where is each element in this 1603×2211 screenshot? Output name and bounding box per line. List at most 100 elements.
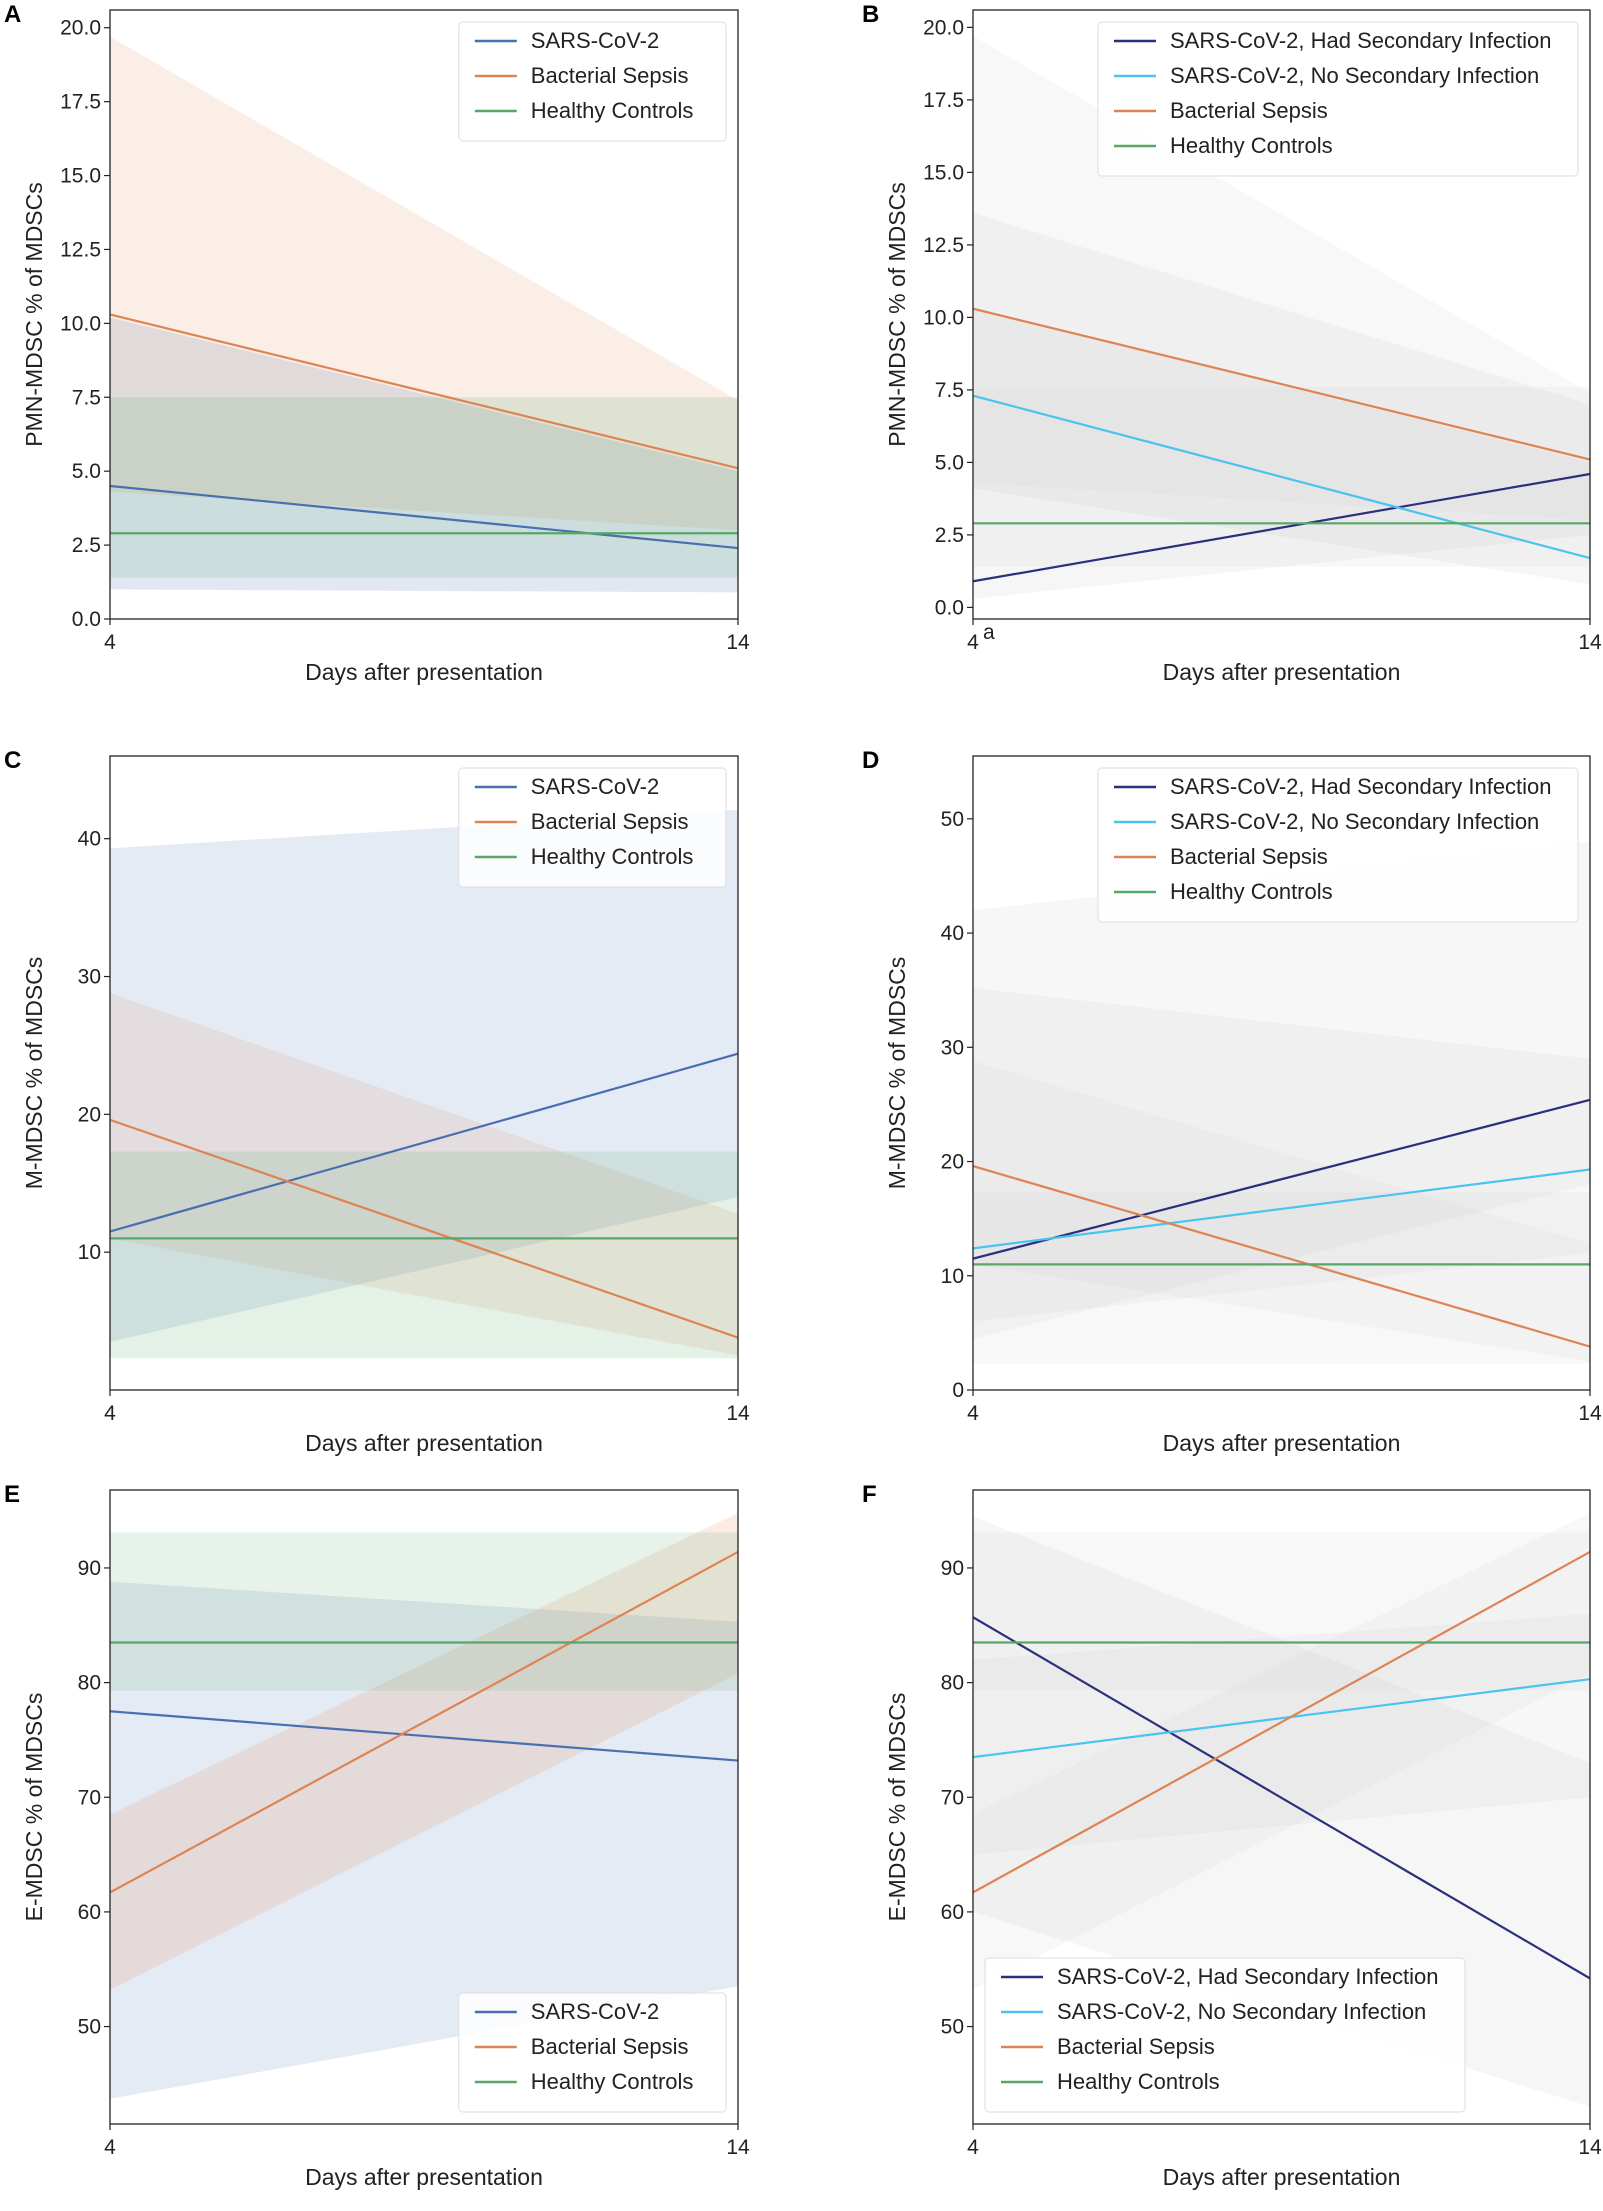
series-line-2 [110, 1550, 738, 1894]
x-tick-label: 4 [104, 1402, 116, 1425]
y-tick-label: 15.0 [60, 165, 101, 188]
y-tick-label: 10.0 [923, 306, 964, 329]
x-tick-label: 14 [726, 1402, 750, 1425]
legend-label: Healthy Controls [1057, 2069, 1220, 2094]
confidence-band-2 [973, 308, 1590, 585]
y-axis-title: E-MDSC % of MDSCs [21, 1693, 47, 1922]
plot-area [110, 809, 738, 1359]
legend-box [1097, 21, 1579, 177]
x-tick-label: 4 [967, 631, 979, 654]
y-tick-label: 20.0 [923, 16, 964, 39]
y-axis-title: M-MDSC % of MDSCs [21, 957, 47, 1190]
legend-label: SARS-CoV-2 [531, 28, 659, 53]
plot-frame [972, 9, 1591, 620]
y-axis-title: PMN-MDSC % of MDSCs [884, 182, 910, 447]
legend: SARS-CoV-2, Had Secondary Infection SARS-… [984, 1957, 1466, 2113]
panel-letter: E [4, 1481, 20, 1508]
legend-box [984, 1957, 1466, 2113]
panel-letter: C [4, 747, 21, 774]
y-tick-label: 7.5 [935, 379, 964, 402]
legend-label: SARS-CoV-2, Had Secondary Infection [1057, 1964, 1439, 1989]
legend-label: SARS-CoV-2 [531, 774, 659, 799]
confidence-band-3 [110, 1532, 738, 1691]
series-line-1 [973, 472, 1590, 583]
y-tick-label: 70 [941, 1786, 964, 1809]
legend-label: SARS-CoV-2, No Secondary Infection [1170, 63, 1539, 88]
y-tick-label: 10 [941, 1265, 964, 1288]
legend-label: SARS-CoV-2, Had Secondary Infection [1170, 774, 1552, 799]
x-tick-label: 14 [1578, 1402, 1602, 1425]
x-axis-title: Days after presentation [305, 659, 543, 685]
y-tick-label: 12.5 [923, 234, 964, 257]
legend: SARS-CoV-2, Had Secondary Infection SARS-… [1097, 767, 1579, 923]
y-tick-label: 20 [941, 1151, 964, 1174]
panel-a: A 0.0 2.5 5.0 7.5 10.0 12.5 15.0 17.5 20.0 4 14 Days… [4, 1, 750, 685]
legend-label: Bacterial Sepsis [1170, 844, 1328, 869]
confidence-band-2 [973, 1613, 1590, 1855]
panel-letter: D [862, 747, 879, 774]
y-tick-label: 40 [941, 922, 964, 945]
panel-c: C 10 20 30 40 4 14 Days after presentation M-MDS… [4, 747, 750, 1456]
y-tick-label: 17.5 [923, 89, 964, 112]
legend-label: SARS-CoV-2, No Secondary Infection [1057, 1999, 1426, 2024]
confidence-band-1 [973, 213, 1590, 599]
panel-letter: A [4, 1, 21, 28]
series-line-3 [973, 1550, 1590, 1894]
confidence-band-4 [973, 1532, 1590, 1691]
confidence-band-1 [110, 809, 738, 1342]
y-axis-title: PMN-MDSC % of MDSCs [21, 182, 47, 447]
confidence-band-2 [110, 993, 738, 1356]
y-tick-label: 40 [78, 828, 101, 851]
x-tick-label: 4 [967, 1402, 979, 1425]
confidence-band-1 [973, 841, 1590, 1339]
series-line-3 [973, 1165, 1590, 1348]
legend-label: Bacterial Sepsis [1170, 98, 1328, 123]
y-tick-label: 2.5 [935, 524, 964, 547]
y-tick-label: 50 [78, 2016, 101, 2039]
panel-f: F 50 60 70 80 90 4 14 Days after presentation E-M… [862, 1481, 1602, 2190]
plot-frame [109, 9, 739, 620]
y-tick-label: 2.5 [72, 534, 101, 557]
y-tick-label: 80 [78, 1672, 101, 1695]
series-line-1 [973, 1098, 1590, 1260]
y-tick-label: 0.0 [935, 596, 964, 619]
confidence-band-3 [973, 1512, 1590, 1990]
y-tick-label: 30 [941, 1036, 964, 1059]
legend: SARS-CoV-2 Bacterial Sepsis Healthy Contro… [458, 767, 727, 888]
x-tick-label: 4 [967, 2136, 979, 2159]
y-tick-label: 70 [78, 1786, 101, 1809]
x-tick-label: 4 [104, 2136, 116, 2159]
y-tick-label: 20.0 [60, 17, 101, 40]
y-tick-label: 10 [78, 1241, 101, 1264]
legend-label: Bacterial Sepsis [1057, 2034, 1215, 2059]
x-tick-label: 14 [726, 631, 750, 654]
legend-label: Healthy Controls [531, 2069, 694, 2094]
y-tick-label: 17.5 [60, 91, 101, 114]
x-axis-title: Days after presentation [305, 1430, 543, 1456]
legend-label: SARS-CoV-2 [531, 1999, 659, 2024]
x-axis-title: Days after presentation [305, 2164, 543, 2190]
x-tick-label: 14 [726, 2136, 750, 2159]
plot-frame [109, 1489, 739, 2125]
plot-frame [109, 755, 739, 1391]
legend-label: Healthy Controls [531, 844, 694, 869]
y-tick-label: 60 [78, 1901, 101, 1924]
panel-letter: F [862, 1481, 877, 1508]
confidence-band-3 [110, 397, 738, 578]
y-tick-label: 0.0 [72, 608, 101, 631]
plot-area [110, 1512, 738, 2099]
y-tick-label: 10.0 [60, 312, 101, 335]
y-tick-label: 20 [78, 1103, 101, 1126]
x-tick-footnote: a [983, 621, 995, 644]
confidence-band-1 [110, 1581, 738, 2099]
y-tick-label: 90 [78, 1557, 101, 1580]
legend-label: SARS-CoV-2, No Secondary Infection [1170, 809, 1539, 834]
legend-label: Healthy Controls [1170, 133, 1333, 158]
legend-label: Healthy Controls [1170, 879, 1333, 904]
panel-letter: B [862, 1, 879, 28]
panel-b: B 0.0 2.5 5.0 7.5 10.0 12.5 15.0 17.5 20.0 4 14 a Day… [862, 1, 1602, 685]
series-line-2 [973, 1168, 1590, 1250]
legend-box [458, 767, 727, 888]
confidence-band-1 [110, 317, 738, 593]
y-tick-label: 5.0 [72, 460, 101, 483]
